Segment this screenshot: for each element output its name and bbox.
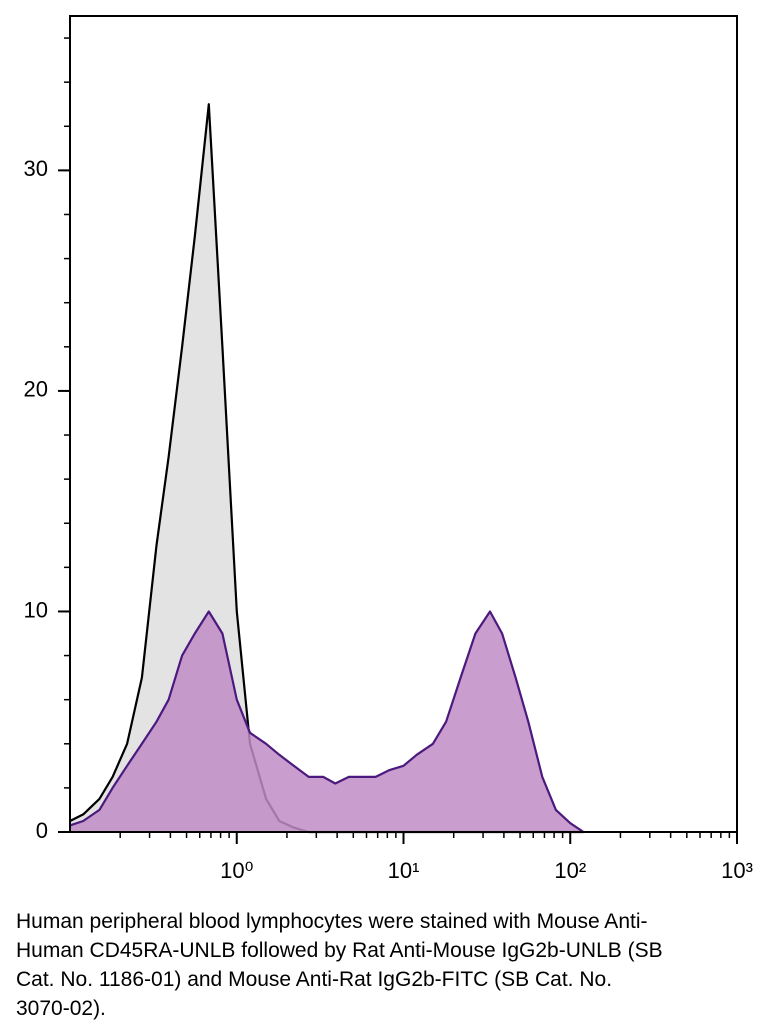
chart: 0 10 20 30 10⁰ 10¹ 10² 10³ (24, 15, 753, 883)
y-tick-label: 20 (24, 377, 48, 402)
histogram-area (70, 611, 584, 832)
x-tick-label: 10³ (721, 858, 753, 883)
histogram-line (69, 610, 585, 833)
x-tick-label: 10⁰ (220, 858, 253, 883)
y-tick-label: 0 (36, 818, 48, 843)
x-tick-label: 10¹ (388, 858, 420, 883)
x-tick-label: 10² (554, 858, 586, 883)
y-tick-label: 30 (24, 156, 48, 181)
y-tick-label: 10 (24, 597, 48, 622)
caption: Human peripheral blood lymphocytes were … (16, 910, 663, 1020)
